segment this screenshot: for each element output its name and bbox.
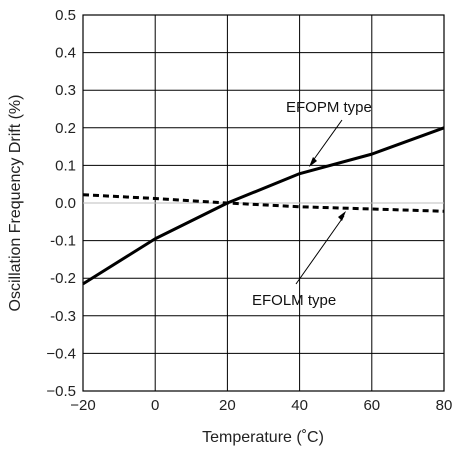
y-tick-label: 0.2 xyxy=(55,120,76,137)
series-line-efopm xyxy=(82,126,445,286)
y-tick-labels: 0.5 0.4 0.3 0.2 0.1 0.0 -0.1 -0.2 -0.3 −0.4 −0.5 xyxy=(46,7,76,400)
y-tick-label: -0.1 xyxy=(50,233,76,250)
x-tick-label: 80 xyxy=(436,397,453,414)
y-tick-label: 0.4 xyxy=(55,45,76,62)
y-tick-label: 0.1 xyxy=(55,157,76,174)
y-tick-label: -0.2 xyxy=(50,270,76,287)
y-tick-label: -0.3 xyxy=(50,308,76,325)
x-tick-label: −20 xyxy=(70,397,95,414)
series-lines xyxy=(82,126,445,286)
annotation-efopm: EFOPM type xyxy=(286,99,372,116)
y-axis-title: Oscillation Frequency Drift (%) xyxy=(7,95,24,312)
x-axis-title: Temperature (˚C) xyxy=(202,429,324,446)
x-tick-label: 60 xyxy=(363,397,380,414)
x-tick-label: 20 xyxy=(219,397,236,414)
annotation-efopm-leader xyxy=(311,119,343,163)
annotation-efolm-leader xyxy=(295,215,345,285)
annotation-efolm-arrowhead xyxy=(338,211,346,221)
y-tick-label: 0.0 xyxy=(55,195,76,212)
x-tick-label: 40 xyxy=(291,397,308,414)
x-tick-label: 0 xyxy=(151,397,159,414)
x-tick-labels: −20 0 20 40 60 80 xyxy=(70,397,452,414)
annotation-efopm-arrowhead xyxy=(309,157,317,167)
annotation-efolm: EFOLM type xyxy=(252,292,336,309)
series-line-efolm xyxy=(82,193,445,213)
y-tick-label: −0.4 xyxy=(46,345,76,362)
grid xyxy=(83,15,444,391)
y-tick-label: −0.5 xyxy=(46,383,76,400)
y-tick-label: 0.3 xyxy=(55,82,76,99)
y-tick-label: 0.5 xyxy=(55,7,76,24)
